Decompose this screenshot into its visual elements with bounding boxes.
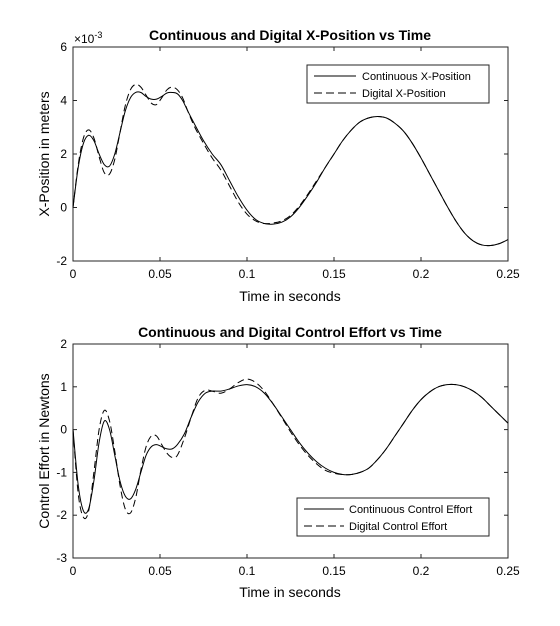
top-xtick-label: 0.05: [148, 267, 172, 281]
top-plot-xlabel: Time in seconds: [239, 288, 340, 304]
top-ytick-label: -2: [56, 254, 67, 268]
top-plot-exponent-label: ×10-3: [74, 30, 102, 46]
top-plot-legend: Continuous X-Position Digital X-Position: [306, 64, 490, 104]
top-xtick-label: 0.15: [322, 267, 346, 281]
bottom-ytick-label: 1: [60, 380, 67, 394]
top-plot-series: [72, 83, 509, 247]
top-plot-legend-box: [306, 64, 490, 104]
top-ytick-label: 2: [60, 147, 67, 161]
top-series-digital-line: [72, 83, 509, 247]
top-plot: Continuous and Digital X-Position vs Tim…: [36, 27, 520, 304]
bottom-xtick-label: 0.1: [239, 564, 256, 578]
top-legend-digital-label: Digital X-Position: [362, 88, 446, 100]
top-xtick-label: 0.25: [496, 267, 520, 281]
bottom-xtick-label: 0.15: [322, 564, 346, 578]
bottom-ytick-label: 2: [60, 337, 67, 351]
top-series-continuous-line: [72, 91, 509, 247]
bottom-plot: Continuous and Digital Control Effort vs…: [36, 324, 520, 600]
bottom-legend-digital-label: Digital Control Effort: [349, 521, 447, 533]
bottom-ytick-label: 0: [60, 423, 67, 437]
bottom-xtick-label: 0: [70, 564, 77, 578]
bottom-plot-xlabel: Time in seconds: [239, 584, 340, 600]
bottom-ytick-label: -1: [56, 465, 67, 479]
top-xtick-label: 0.2: [413, 267, 430, 281]
bottom-series-digital-line: [72, 378, 509, 520]
top-plot-exponent-power: -3: [94, 30, 102, 40]
top-xtick-label: 0.1: [239, 267, 256, 281]
bottom-xtick-label: 0.25: [496, 564, 520, 578]
top-plot-exponent-base: ×10: [74, 32, 95, 46]
bottom-plot-title: Continuous and Digital Control Effort vs…: [138, 324, 442, 340]
top-ytick-label: 6: [60, 40, 67, 54]
bottom-ytick-label: -2: [56, 508, 67, 522]
bottom-legend-continuous-label: Continuous Control Effort: [349, 504, 472, 516]
bottom-plot-legend-box: [296, 497, 490, 537]
top-xtick-label: 0: [70, 267, 77, 281]
bottom-plot-legend: Continuous Control Effort Digital Contro…: [296, 497, 490, 537]
bottom-plot-ylabel: Control Effort in Newtons: [36, 373, 52, 528]
bottom-plot-series: [72, 378, 509, 520]
top-ytick-label: 4: [60, 94, 67, 108]
top-plot-title: Continuous and Digital X-Position vs Tim…: [149, 27, 431, 43]
top-legend-continuous-label: Continuous X-Position: [362, 71, 471, 83]
top-plot-ylabel: X-Position in meters: [36, 91, 52, 216]
bottom-ytick-label: -3: [56, 551, 67, 565]
top-ytick-label: 0: [60, 201, 67, 215]
bottom-xtick-label: 0.2: [413, 564, 430, 578]
bottom-xtick-label: 0.05: [148, 564, 172, 578]
bottom-plot-ticks: 0 0.05 0.1 0.15 0.2 0.25 -3 -2 -1 0 1 2: [56, 337, 520, 578]
